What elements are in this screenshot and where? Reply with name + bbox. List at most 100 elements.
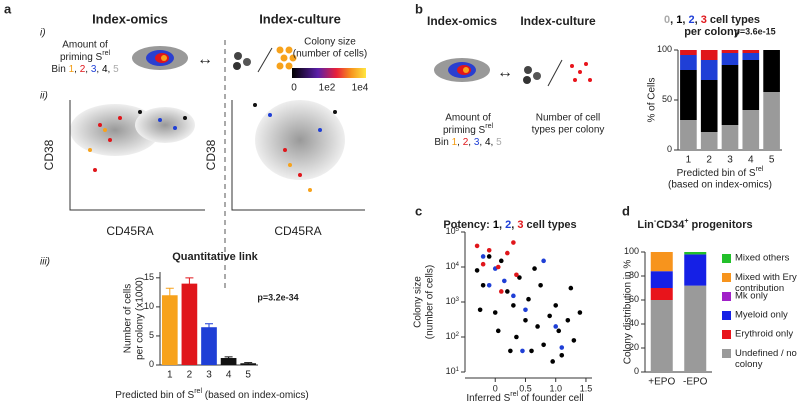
error-bar: [205, 323, 213, 331]
title: Index-omics: [427, 14, 497, 28]
y-axis-label: (number of cells): [425, 265, 436, 339]
text-run: -: [654, 218, 657, 225]
priming-text: Amount of: [445, 113, 491, 124]
y-tick-label: 20: [629, 342, 639, 352]
y-axis-label: Number of cells: [123, 284, 134, 353]
legend-label: Erythroid only: [735, 329, 793, 340]
y-axis-label: % of Cells: [647, 77, 658, 122]
point: [477, 307, 483, 313]
x-tick-label: 4: [748, 155, 754, 166]
text-run: Lin: [637, 219, 654, 231]
point: [517, 275, 522, 280]
x-tick-label: 4: [226, 370, 232, 381]
legend-swatch: [722, 330, 731, 339]
text-run: 3: [701, 14, 707, 26]
text-run: of founder cell: [518, 393, 584, 404]
colorbar-tick: 0: [291, 83, 297, 94]
y-tick-label: 104: [446, 261, 460, 271]
colorbar-tick: 1e4: [352, 83, 369, 94]
x-tick-label: 1.0: [549, 383, 562, 393]
point: [514, 334, 519, 340]
text-run: ,: [682, 14, 688, 26]
bar-segment: [700, 60, 718, 80]
point: [474, 243, 480, 249]
priming-text: priming Srel: [443, 123, 493, 135]
chart-title: Potency: 1, 2, 3 cell types: [443, 219, 576, 231]
tick-text: 0: [634, 366, 639, 376]
text-run: rel: [756, 166, 764, 173]
bar-segment: [650, 252, 673, 272]
text-run: CD34: [656, 219, 685, 231]
colorbar-title: (number of cells): [293, 49, 367, 60]
text-run: 3: [474, 137, 480, 148]
x-tick-label: 3: [727, 155, 733, 166]
point: [565, 318, 571, 323]
point: [520, 348, 525, 354]
error-bar: [224, 356, 233, 360]
point: [523, 307, 528, 313]
point: [508, 348, 513, 354]
text-run: 5: [496, 137, 502, 148]
legend-line: Undefined / no: [735, 348, 797, 359]
p-value: p=3.6e-15: [734, 26, 775, 36]
legend-swatch: [722, 349, 731, 358]
text-run: 1: [69, 64, 75, 75]
text-run: rel: [102, 50, 110, 57]
text-run: 1: [676, 14, 682, 26]
point: [538, 283, 543, 288]
text-run: 4: [485, 137, 491, 148]
text-run: ,: [479, 137, 485, 148]
legend-line: contribution: [735, 283, 784, 294]
point: [498, 258, 504, 264]
error-bar: [165, 287, 174, 303]
x-label: CD45RA: [274, 224, 321, 238]
bin-text: Bin 1, 2, 3, 4, 5: [51, 64, 119, 75]
tick-text: 10: [446, 366, 456, 376]
text-run: rel: [510, 391, 518, 398]
bar-segment: [742, 50, 760, 53]
point: [502, 278, 507, 284]
point: [556, 328, 562, 334]
error-bar: [244, 362, 253, 364]
point: [541, 258, 546, 264]
bar-segment: [721, 50, 739, 53]
point: [535, 324, 540, 329]
legend-swatch: [722, 254, 731, 263]
point: [532, 266, 537, 271]
bar: [161, 295, 178, 365]
text-run: Bin: [51, 64, 68, 75]
y-tick-label: 0: [634, 366, 639, 376]
chart-title: 0, 1, 2, 3 cell types: [664, 14, 760, 26]
point: [523, 318, 528, 323]
text-run: 2: [688, 14, 694, 26]
y-axis-label: Colony distribution in %: [623, 260, 634, 365]
bar-segment: [742, 110, 760, 150]
text-run: 4: [102, 64, 108, 75]
y-tick-label: 100: [624, 246, 639, 256]
point: [480, 254, 486, 259]
svg-text:↔: ↔: [497, 64, 513, 81]
text-run: Inferred S: [466, 393, 510, 404]
error-bar: [185, 277, 194, 290]
tick-text: 0: [667, 144, 672, 154]
point: [559, 353, 565, 358]
legend-swatch: [722, 311, 731, 320]
point: [511, 303, 516, 308]
title: Index-culture: [520, 14, 596, 28]
text-run: priming S: [443, 125, 486, 136]
bar-segment: [650, 300, 673, 372]
text-run: ,: [457, 137, 463, 148]
y-label: CD38: [204, 139, 218, 170]
y-tick-label: 40: [629, 318, 639, 328]
title: Index-omics: [92, 11, 168, 26]
text-run: cell types: [523, 219, 576, 231]
y-tick-label: 15: [144, 272, 154, 282]
text-run: 3: [91, 64, 97, 75]
y-tick-label: 100: [657, 44, 672, 54]
point: [486, 283, 492, 288]
y-tick-label: 102: [446, 331, 460, 341]
panel-label: b: [415, 1, 423, 16]
text-run: Potency:: [443, 219, 493, 231]
y-tick-label: 80: [629, 270, 639, 280]
